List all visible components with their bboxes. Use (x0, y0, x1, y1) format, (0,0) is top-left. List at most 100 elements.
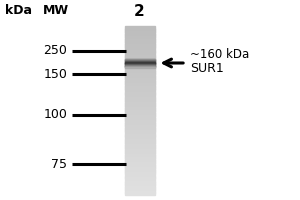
Bar (124, 64, 154, 65)
Bar (124, 41, 154, 43)
Bar (124, 38, 154, 40)
Bar (124, 110, 154, 112)
Bar (124, 64, 154, 65)
Bar (124, 34, 154, 37)
Bar (124, 130, 154, 132)
Bar (124, 164, 154, 166)
Bar (124, 71, 154, 74)
Bar (124, 53, 154, 55)
Bar (124, 65, 154, 66)
Bar (124, 107, 154, 109)
Bar (124, 147, 154, 149)
Bar (124, 43, 154, 45)
Bar (124, 181, 154, 183)
Bar (124, 172, 154, 174)
Bar (124, 150, 154, 153)
Bar (124, 98, 154, 101)
Bar (124, 152, 154, 154)
Bar (124, 83, 154, 85)
Bar (124, 62, 154, 63)
Bar (124, 123, 154, 126)
Bar (124, 182, 154, 185)
Bar (124, 103, 154, 106)
Bar (124, 90, 154, 92)
Bar (124, 61, 154, 62)
Bar (124, 29, 154, 32)
Bar (124, 68, 154, 70)
Bar (124, 58, 154, 59)
Text: 250: 250 (44, 45, 68, 58)
Bar (124, 186, 154, 188)
Bar (124, 157, 154, 159)
Bar (124, 142, 154, 144)
Bar (124, 134, 154, 136)
Bar (124, 176, 154, 178)
Bar (124, 28, 154, 30)
Text: 2: 2 (134, 3, 145, 19)
Bar (124, 50, 154, 52)
Bar (124, 100, 154, 102)
Bar (124, 113, 154, 116)
Bar (124, 162, 154, 164)
Bar (124, 167, 154, 169)
Bar (124, 63, 154, 65)
Text: SUR1: SUR1 (190, 62, 224, 75)
Bar (124, 140, 154, 143)
Bar (124, 117, 154, 119)
Bar (124, 189, 154, 191)
Bar (124, 81, 154, 84)
Text: 100: 100 (44, 108, 68, 121)
Bar (124, 67, 154, 68)
Bar (124, 75, 154, 77)
Bar (124, 192, 154, 195)
Bar (124, 137, 154, 139)
Bar (124, 115, 154, 117)
Bar (124, 63, 154, 64)
Bar (124, 48, 154, 50)
Bar (124, 65, 154, 67)
Text: MW: MW (42, 4, 69, 18)
Bar (124, 62, 154, 63)
Bar (124, 55, 154, 57)
Bar (124, 63, 154, 64)
Bar (124, 61, 154, 64)
Text: kDa: kDa (4, 4, 32, 18)
Bar (124, 118, 154, 121)
Bar (124, 169, 154, 171)
Bar (124, 187, 154, 190)
Bar (124, 66, 154, 67)
Bar (124, 177, 154, 179)
Bar (124, 33, 154, 35)
Bar (124, 184, 154, 186)
Bar (124, 112, 154, 114)
Bar (124, 132, 154, 134)
Bar (124, 60, 154, 61)
Bar (124, 59, 154, 60)
Bar (124, 135, 154, 137)
Bar (124, 97, 154, 99)
Bar (124, 58, 154, 60)
Bar (124, 66, 154, 69)
Bar (124, 46, 154, 48)
Bar (124, 108, 154, 111)
Text: ~160 kDa: ~160 kDa (190, 47, 250, 60)
Bar (124, 149, 154, 151)
Bar (124, 44, 154, 47)
Bar (124, 78, 154, 80)
Bar (124, 26, 154, 28)
Bar (124, 122, 154, 124)
Bar (124, 191, 154, 193)
Bar (124, 80, 154, 82)
Bar (124, 155, 154, 158)
Bar (124, 102, 154, 104)
Bar (124, 179, 154, 181)
Bar (124, 31, 154, 33)
Bar (124, 59, 154, 60)
Bar (124, 76, 154, 79)
Bar (124, 160, 154, 163)
Bar (124, 39, 154, 42)
Bar (124, 86, 154, 89)
Bar (124, 88, 154, 90)
Bar (124, 65, 154, 66)
Bar (124, 174, 154, 176)
